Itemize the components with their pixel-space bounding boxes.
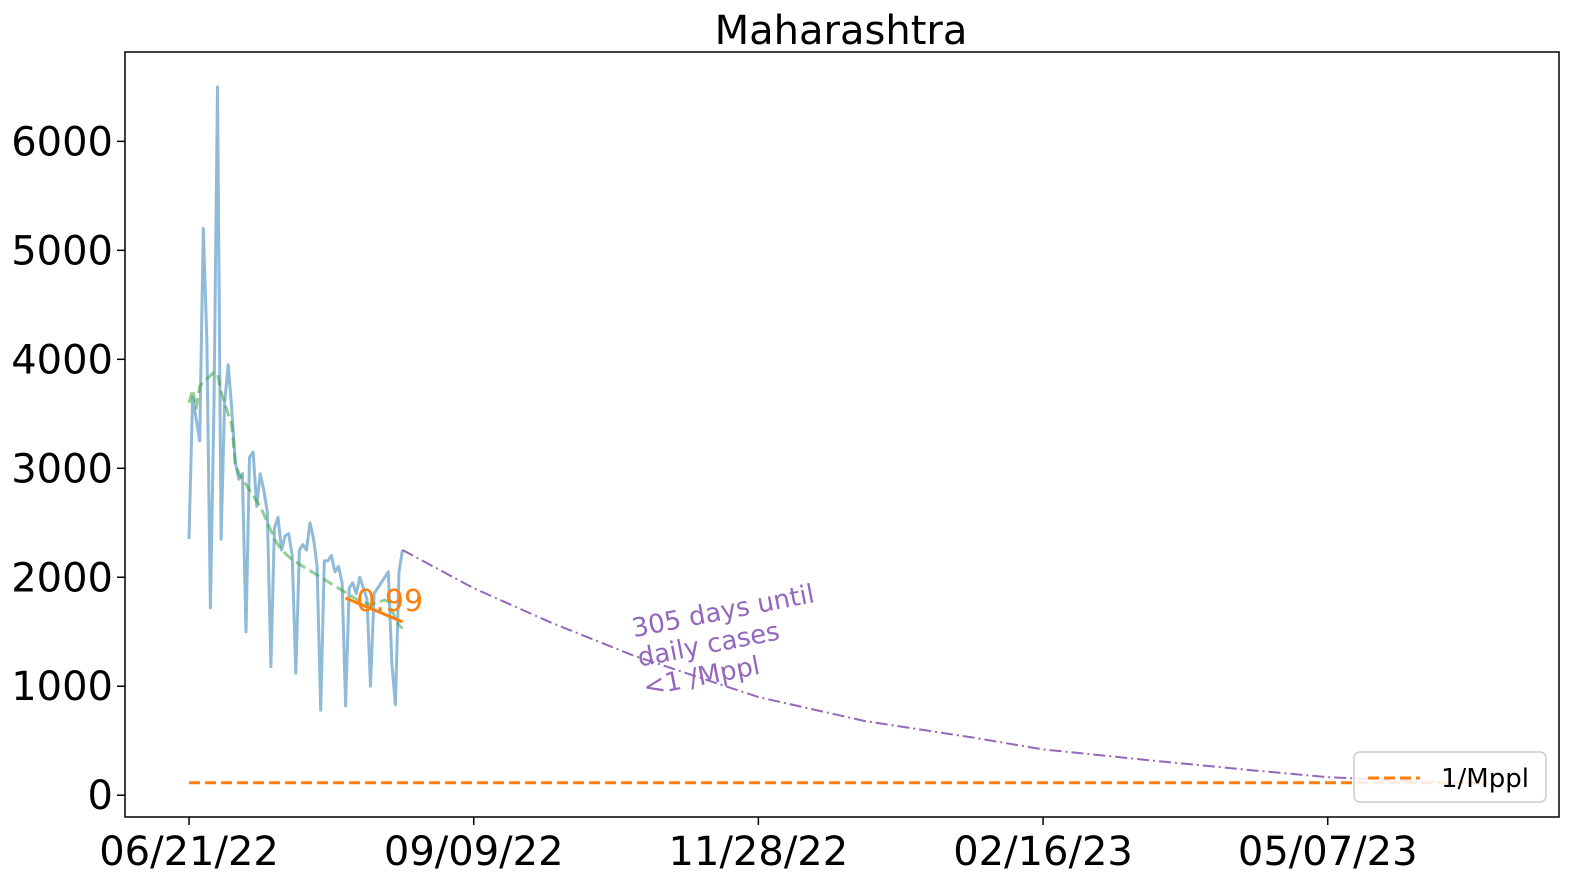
x-tick-label: 11/28/22	[669, 829, 849, 875]
plot-area	[187, 85, 1488, 786]
x-tick-label: 06/21/22	[99, 829, 279, 875]
slope-label: 0.99	[356, 584, 423, 619]
axes: 0 1000 2000 3000 4000 5000 6000 06/21/22 09/09/2…	[11, 119, 1417, 875]
y-tick-label: 1000	[11, 664, 113, 710]
series-projection	[402, 549, 1488, 786]
plot-frame	[124, 51, 1560, 818]
legend-label: 1/Mppl	[1441, 764, 1529, 794]
series-trend-segment	[345, 596, 404, 624]
x-tick-label: 02/16/23	[953, 829, 1133, 875]
y-tick-label: 4000	[11, 337, 113, 383]
x-tick-label: 09/09/22	[384, 829, 564, 875]
x-tick-label: 05/07/23	[1238, 829, 1418, 875]
y-tick-label: 0	[88, 773, 113, 819]
y-tick-label: 3000	[11, 446, 113, 492]
series-rolling-average	[187, 370, 404, 630]
legend-box	[1353, 751, 1547, 803]
y-tick-label: 2000	[11, 555, 113, 601]
y-tick-label: 6000	[11, 119, 113, 165]
y-tick-label: 5000	[11, 228, 113, 274]
legend: 1/Mppl	[1353, 751, 1547, 803]
series-daily-cases	[187, 85, 404, 712]
chart-title: Maharashtra	[715, 8, 968, 54]
